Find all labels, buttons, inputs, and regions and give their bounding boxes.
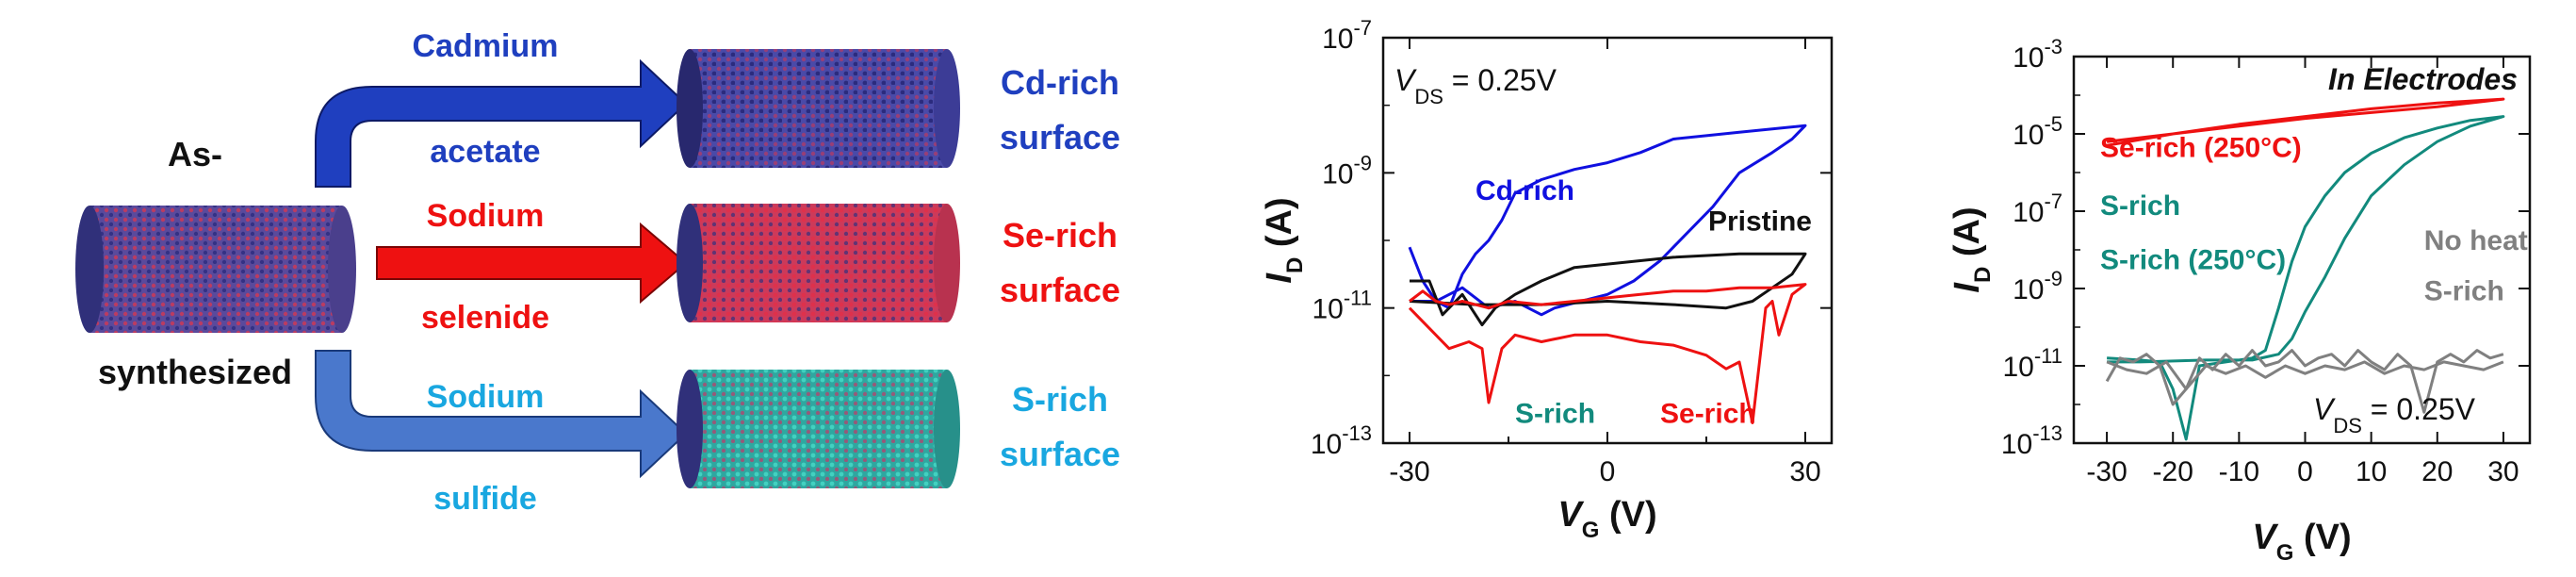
reagent-sulfide: sulfide [433, 481, 537, 517]
schematic-panel: As- synthesized Cadmium acetate Sodium s… [75, 28, 1120, 517]
as-synthesized-nanowire [75, 206, 356, 333]
x-tick-label: 30 [2487, 456, 2519, 487]
x-tick-label: -30 [1389, 456, 1429, 487]
series-line-1 [2107, 115, 2505, 441]
start-cylinder-cap [328, 206, 356, 333]
series-label-0: Se-rich (250°C) [2100, 133, 2302, 164]
series-label-0: Cd-rich [1475, 175, 1574, 206]
chart-2: -30 -20 -10 0 10 20 30 10-13 10-11 10-9 10-7 10-5 10… [1948, 35, 2532, 566]
x-tick-label: 20 [2421, 456, 2453, 487]
reagent-sodium-s: Sodium [427, 379, 545, 415]
x-tick-label: -10 [2219, 456, 2259, 487]
y-tick-label: 10-11 [1312, 287, 1372, 325]
result-cd-rich: Cd-rich [1001, 63, 1119, 102]
reagent-acetate: acetate [430, 134, 540, 170]
chart-title: In Electrodes [2328, 62, 2518, 96]
result-s-surface: surface [1000, 435, 1120, 473]
plot-frame [1381, 36, 1834, 445]
result-s-rich: S-rich [1012, 380, 1108, 419]
series-label-2: Se-rich [1660, 399, 1756, 430]
y-tick-label: 10-11 [2002, 344, 2062, 383]
series-line-1 [1409, 252, 1807, 327]
start-cylinder-end [75, 206, 104, 333]
y-axis-label: ID (A) [1948, 206, 1996, 292]
series-label-1: S-rich [2100, 190, 2180, 222]
x-tick-label: 10 [2356, 456, 2387, 487]
y-axis-label: ID (A) [1260, 197, 1308, 283]
chart-1: -30 0 30 10-13 10-11 10-9 10-7 Cd-rich Pristine S… [1260, 16, 1834, 543]
start-label-top: As- [168, 135, 222, 173]
y-tick-label: 10-9 [2013, 267, 2062, 305]
series-line-0 [2106, 97, 2505, 147]
y-tick-label: 10-9 [1322, 151, 1372, 190]
series-line-4 [2106, 360, 2504, 391]
reagent-cadmium: Cadmium [413, 28, 559, 64]
vds-annotation: VDS = 0.25V [1394, 63, 1557, 108]
vds-annotation: VDS = 0.25V [2313, 392, 2476, 437]
se-rich-nanowire [677, 204, 960, 322]
y-tick-label: 10-7 [2013, 190, 2062, 228]
x-tick-label: -30 [2086, 456, 2127, 487]
y-tick-label: 10-13 [2001, 421, 2062, 460]
result-se-surface: surface [1000, 271, 1120, 309]
series-label-4: S-rich [2424, 275, 2504, 306]
start-cylinder-texture [90, 206, 342, 333]
y-tick-label: 10-7 [1322, 16, 1372, 55]
series-label-1: Pristine [1708, 206, 1812, 237]
x-axis-label: VG (V) [1557, 495, 1656, 543]
x-tick-label: 0 [1600, 456, 1616, 487]
x-tick-label: -20 [2153, 456, 2193, 487]
result-cd-surface: surface [1000, 118, 1120, 157]
cd-rich-nanowire [677, 49, 960, 168]
series-line-2 [1408, 283, 1807, 424]
x-tick-label: 30 [1789, 456, 1820, 487]
start-label-bottom: synthesized [98, 353, 292, 391]
series-label-2: S-rich (250°C) [2100, 245, 2286, 276]
y-tick-label: 10-3 [2013, 35, 2062, 74]
sulfide-arrow [315, 350, 688, 479]
selenide-arrow [376, 222, 688, 305]
y-tick-label: 10-5 [2013, 112, 2062, 151]
series-line-3 [2105, 349, 2504, 414]
s-rich-nanowire [677, 370, 960, 488]
reagent-sodium-se: Sodium [427, 198, 545, 234]
series-line-0 [1408, 124, 1807, 317]
x-tick-label: 0 [2297, 456, 2313, 487]
x-axis-label: VG (V) [2252, 518, 2351, 566]
series-label-3: S-rich [1515, 399, 1595, 430]
series-label-3: No heat [2424, 225, 2528, 256]
result-se-rich: Se-rich [1003, 216, 1117, 255]
y-tick-label: 10-13 [1311, 421, 1372, 460]
cadmium-arrow [315, 58, 688, 188]
reagent-selenide: selenide [421, 300, 549, 336]
